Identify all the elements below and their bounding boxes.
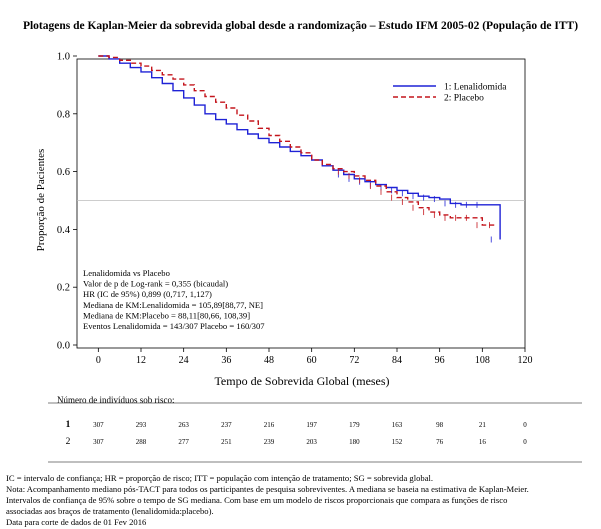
y-tick-label: 0.4: [57, 225, 71, 236]
risk-value: 216: [264, 421, 275, 429]
risk-value: 180: [349, 438, 360, 446]
chart-title: Plotagens de Kaplan-Meier da sobrevida g…: [22, 20, 579, 32]
stats-annotation: Lenalidomida vs Placebo: [83, 268, 170, 278]
y-tick-label: 0.0: [57, 341, 70, 352]
x-tick-label: 12: [136, 355, 146, 366]
risk-value: 179: [349, 421, 360, 429]
legend-label: 1: Lenalidomida: [444, 83, 507, 93]
x-tick-label: 96: [435, 355, 445, 366]
footnote-line: Data para corte de dados de 01 Fev 2016: [6, 517, 147, 527]
risk-value: 307: [93, 421, 104, 429]
x-tick-label: 24: [179, 355, 189, 366]
risk-value: 293: [136, 421, 147, 429]
x-tick-label: 84: [392, 355, 402, 366]
stats-annotation: Eventos Lenalidomida = 143/307 Placebo =…: [83, 321, 265, 331]
y-axis-label: Proporção de Pacientes: [35, 149, 47, 252]
risk-value: 16: [479, 438, 487, 446]
risk-value: 21: [479, 421, 487, 429]
x-tick-label: 48: [264, 355, 274, 366]
risk-value: 197: [306, 421, 317, 429]
risk-value: 163: [392, 421, 403, 429]
stats-annotation: HR (IC de 95%) 0,899 (0,717, 1,127): [83, 289, 212, 299]
km-chart: 0.00.20.40.60.81.0 0 12 24 36 48 60 72 84 96 108 1…: [35, 52, 582, 463]
y-tick-label: 0.2: [57, 283, 70, 294]
legend-label: 2: Placebo: [444, 94, 484, 104]
y-tick-label: 0.8: [57, 109, 70, 120]
x-tick-label: 36: [221, 355, 231, 366]
risk-value: 0: [523, 438, 527, 446]
plot-frame: [76, 58, 526, 349]
y-tick-label: 1.0: [57, 52, 70, 63]
risk-row-label: 2: [66, 437, 71, 447]
stats-annotation: Mediana de KM:Lenalidomida = 105,89[88,7…: [83, 300, 263, 310]
x-tick-label: 72: [349, 355, 359, 366]
footnote: IC = intervalo de confiança; HR = propor…: [6, 473, 596, 528]
risk-value: 307: [93, 438, 104, 446]
footnote-line: Nota: Acompanhamento mediano pós-TACT pa…: [6, 484, 529, 494]
footnote-line: associadas aos braços de tratamento (len…: [6, 506, 214, 516]
risk-value: 239: [264, 438, 275, 446]
risk-value: 152: [392, 438, 403, 446]
risk-value: 288: [136, 438, 147, 446]
y-tick-label: 0.6: [57, 167, 70, 178]
stats-annotation: Mediana de KM:Placebo = 88,11[80,66, 108…: [83, 310, 250, 320]
risk-table-header: Número de indivíduos sob risco:: [57, 395, 175, 405]
risk-value: 76: [436, 438, 444, 446]
risk-value: 263: [178, 421, 189, 429]
stats-annotation: Valor de p de Log-rank = 0,355 (bicaudal…: [83, 279, 228, 289]
risk-value: 237: [221, 421, 232, 429]
risk-value: 277: [178, 438, 189, 446]
footnote-line: IC = intervalo de confiança; HR = propor…: [6, 473, 434, 483]
risk-value: 0: [523, 421, 527, 429]
series-lenalidomida-curve: [98, 55, 501, 240]
series-placebo-curve: [98, 55, 497, 226]
risk-value: 98: [436, 421, 444, 429]
x-axis-label: Tempo de Sobrevida Global (meses): [214, 374, 389, 388]
x-tick-label: 120: [518, 355, 533, 366]
x-tick-label: 0: [96, 355, 101, 366]
x-tick-label: 108: [475, 355, 490, 366]
x-tick-label: 60: [307, 355, 317, 366]
risk-value: 251: [221, 438, 232, 446]
risk-row-label: 1: [66, 420, 71, 430]
footnote-line: Intervalos de confiança de 95% sobre o t…: [6, 495, 508, 505]
risk-value: 203: [306, 438, 317, 446]
